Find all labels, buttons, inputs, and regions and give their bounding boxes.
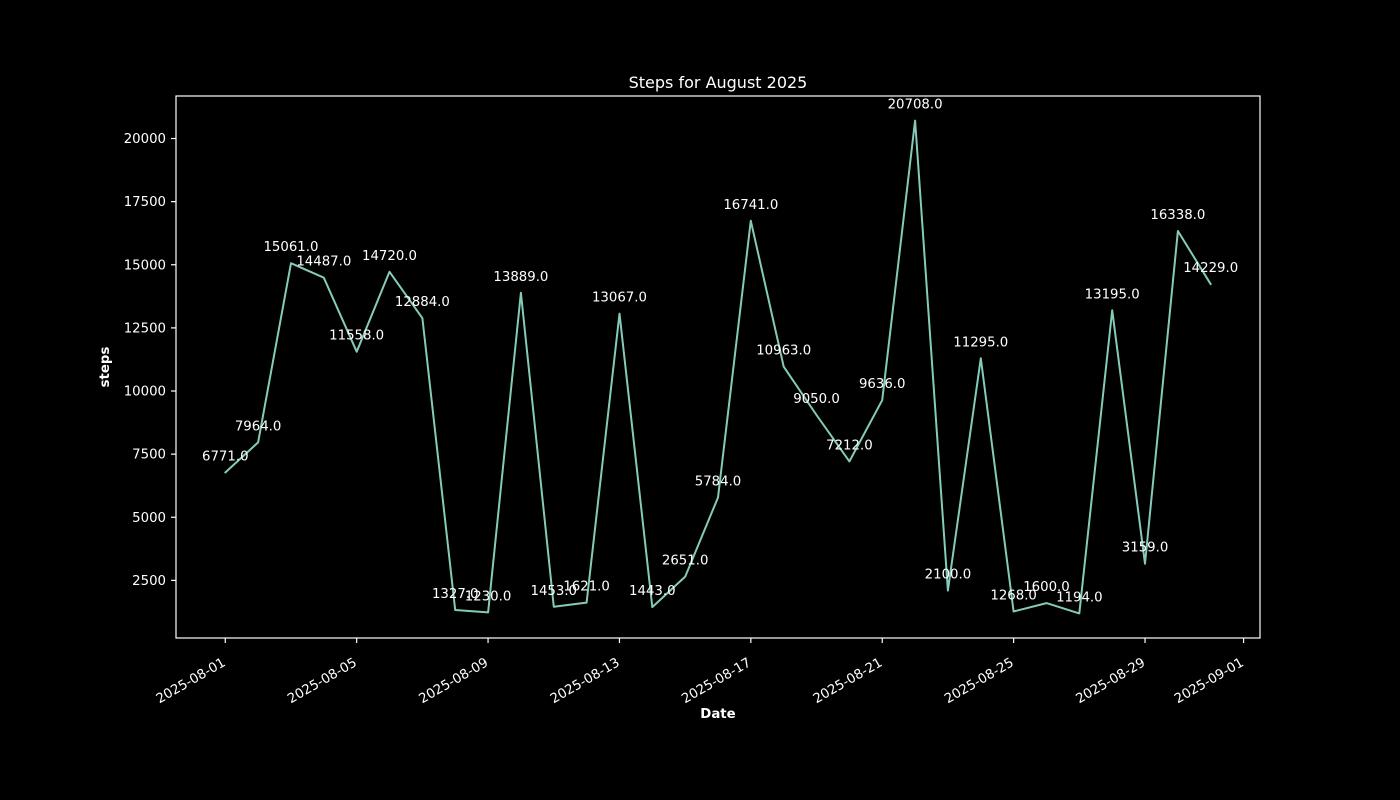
point-label: 2100.0	[925, 567, 972, 582]
y-tick-label: 10000	[124, 385, 166, 400]
point-label: 20708.0	[888, 98, 943, 113]
point-label: 16338.0	[1150, 208, 1205, 223]
point-label: 7212.0	[826, 438, 873, 453]
point-label: 13067.0	[592, 291, 647, 306]
point-label: 5784.0	[695, 474, 742, 489]
x-tick-label: 2025-08-05	[285, 655, 359, 707]
y-tick-label: 20000	[124, 132, 166, 147]
point-label: 1621.0	[563, 580, 610, 595]
y-tick-label: 5000	[132, 511, 166, 526]
x-tick-label: 2025-08-01	[154, 655, 228, 707]
point-label: 14487.0	[296, 255, 351, 270]
x-tick-label: 2025-08-13	[548, 655, 622, 707]
steps-data-line	[224, 119, 1212, 615]
y-axis-label: steps	[98, 347, 113, 388]
x-tick-label: 2025-09-01	[1172, 655, 1246, 707]
point-label: 12884.0	[395, 295, 450, 310]
point-label: 9636.0	[859, 377, 906, 392]
plot-border	[175, 95, 1261, 639]
point-label: 14720.0	[362, 249, 417, 264]
point-label: 13195.0	[1085, 287, 1140, 302]
point-label: 3159.0	[1122, 541, 1169, 556]
point-label: 7964.0	[235, 419, 282, 434]
point-label: 9050.0	[793, 392, 840, 407]
point-label: 1600.0	[1023, 580, 1070, 595]
x-tick-label: 2025-08-29	[1074, 655, 1148, 707]
chart-title: Steps for August 2025	[629, 73, 808, 92]
y-tick-label: 7500	[132, 448, 166, 463]
point-label: 6771.0	[202, 450, 249, 465]
y-tick-label: 15000	[124, 258, 166, 273]
point-label: 1230.0	[465, 589, 512, 604]
y-tick-label: 17500	[124, 195, 166, 210]
x-tick-label: 2025-08-25	[942, 655, 1016, 707]
point-label: 1194.0	[1056, 590, 1103, 605]
point-label: 1327.0	[432, 587, 479, 602]
point-label: 11558.0	[329, 329, 384, 344]
x-tick-label: 2025-08-09	[417, 655, 491, 707]
point-label: 15061.0	[263, 240, 318, 255]
point-label: 11295.0	[953, 335, 1008, 350]
point-label: 16741.0	[723, 198, 778, 213]
x-tick-label: 2025-08-17	[679, 655, 753, 707]
y-tick-label: 2500	[132, 574, 166, 589]
point-label: 1443.0	[629, 584, 676, 599]
x-tick-label: 2025-08-21	[811, 655, 885, 707]
point-label: 1268.0	[990, 588, 1037, 603]
x-axis-label: Date	[700, 707, 735, 722]
point-label: 10963.0	[756, 344, 811, 359]
plot-generated: 2025-08-01 2025-08-05 2025-08-09 2025-08-13…	[124, 95, 1261, 707]
point-label: 2651.0	[662, 554, 709, 569]
point-label: 14229.0	[1183, 261, 1238, 276]
point-label: 13889.0	[493, 270, 548, 285]
point-label: 1453.0	[530, 584, 577, 599]
y-tick-label: 12500	[124, 321, 166, 336]
